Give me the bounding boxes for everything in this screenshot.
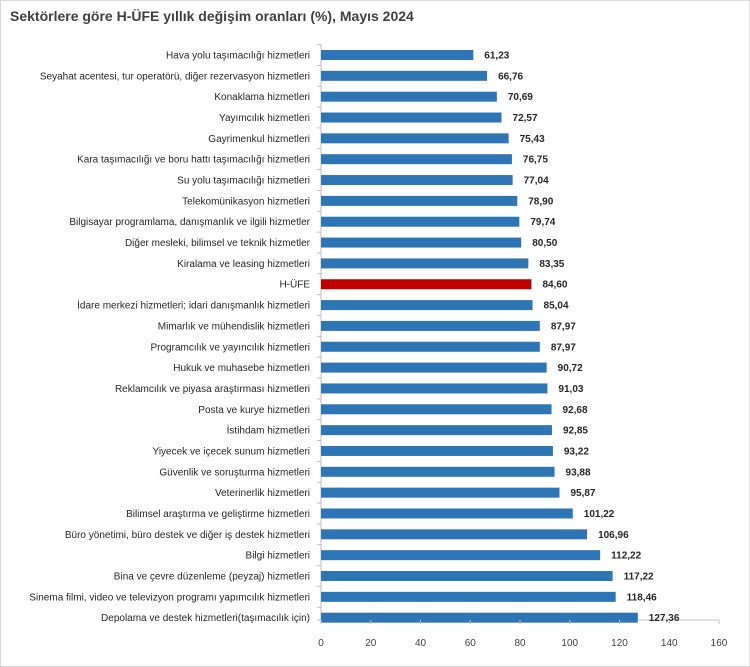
value-label: 78,90 [528, 196, 553, 207]
category-label: Veterinerlik hizmetleri [215, 488, 310, 499]
category-label: Diğer mesleki, bilimsel ve teknik hizmet… [125, 238, 311, 249]
category-label: Hukuk ve muhasebe hizmetleri [173, 363, 310, 374]
value-label: 66,76 [498, 71, 523, 82]
bar [321, 383, 548, 394]
category-label: Yayımcılık hizmetleri [219, 113, 310, 124]
value-label: 93,22 [564, 446, 589, 457]
bar [321, 320, 540, 331]
category-label: Su yolu taşımacılığı hizmetleri [177, 176, 310, 187]
value-label: 77,04 [524, 176, 549, 187]
value-label: 90,72 [558, 363, 583, 374]
bar [321, 195, 518, 206]
bar [321, 258, 529, 269]
x-tick-label: 60 [465, 638, 477, 649]
category-label: Bilgi hizmetleri [246, 551, 310, 562]
bar [321, 466, 555, 477]
value-label: 106,96 [598, 530, 629, 541]
category-label: Büro yönetimi, büro destek ve diğer iş d… [65, 530, 310, 541]
chart-title: Sektörlere göre H-ÜFE yıllık değişim ora… [10, 8, 414, 24]
x-tick-label: 80 [514, 638, 526, 649]
category-label: İstihdam hizmetleri [227, 424, 310, 437]
value-label: 92,85 [563, 426, 588, 437]
value-label: 91,03 [558, 384, 583, 395]
value-label: 85,04 [544, 301, 569, 312]
bar [321, 300, 533, 311]
value-label: 101,22 [584, 509, 615, 520]
value-label: 70,69 [508, 92, 533, 103]
category-label: Konaklama hizmetleri [214, 92, 310, 103]
bar [321, 404, 552, 415]
bar-highlight [321, 279, 532, 290]
value-label: 87,97 [551, 321, 576, 332]
bar [321, 70, 488, 81]
value-label: 83,35 [539, 259, 564, 270]
value-label: 87,97 [551, 342, 576, 353]
category-label: İdare merkezi hizmetleri; idari danışman… [77, 299, 310, 312]
category-label: Gayrimenkul hizmetleri [208, 134, 310, 145]
x-tick-label: 0 [318, 638, 324, 649]
category-label: Mimarlık ve mühendislik hizmetleri [158, 321, 310, 332]
value-label: 127,36 [649, 613, 680, 624]
bar [321, 175, 513, 186]
x-tick-label: 20 [365, 638, 377, 649]
bar [321, 550, 601, 561]
value-label: 75,43 [520, 134, 545, 145]
bar [321, 237, 522, 248]
bar [321, 133, 509, 144]
bar [321, 50, 474, 60]
value-label: 118,46 [627, 592, 657, 603]
bar [321, 508, 573, 519]
category-label: Depolama ve destek hizmetleri(taşımacılı… [101, 613, 310, 624]
value-label: 92,68 [563, 405, 588, 416]
category-label: Yiyecek ve içecek sunum hizmetleri [153, 446, 310, 457]
value-label: 72,57 [513, 113, 538, 124]
x-tick-label: 40 [415, 638, 427, 649]
bar [321, 591, 616, 602]
category-label: Reklamcılık ve piyasa araştırması hizmet… [115, 384, 310, 395]
category-label: Telekomünikasyon hizmetleri [182, 196, 310, 207]
bar [321, 425, 552, 436]
value-label: 95,87 [570, 488, 595, 499]
bar [321, 112, 502, 123]
bar [321, 487, 560, 498]
bar [321, 529, 588, 540]
bar [321, 445, 553, 456]
bar [321, 362, 547, 373]
x-tick-label: 140 [661, 638, 678, 649]
value-label: 61,23 [484, 51, 509, 62]
category-label: Kiralama ve leasing hizmetleri [177, 259, 310, 270]
bar [321, 341, 540, 352]
category-label: Hava yolu taşımacılığı hizmetleri [166, 51, 310, 62]
value-label: 84,60 [542, 280, 567, 291]
x-tick-label: 160 [711, 638, 728, 649]
value-label: 79,74 [530, 217, 555, 228]
bar [321, 91, 497, 102]
category-label: Programcılık ve yayıncılık hizmetleri [151, 342, 311, 353]
category-label: Posta ve kurye hizmetleri [198, 405, 310, 416]
value-label: 93,88 [566, 467, 591, 478]
bar [321, 571, 613, 581]
category-label: H-ÜFE [279, 279, 310, 291]
category-label: Sinema filmi, video ve televizyon progra… [29, 592, 310, 603]
category-label: Kara taşımacılığı ve boru hattı taşımacı… [77, 155, 310, 166]
category-label: Bilimsel araştırma ve geliştirme hizmetl… [126, 509, 310, 520]
x-tick-label: 120 [611, 638, 628, 649]
bar [321, 216, 520, 227]
value-label: 80,50 [532, 238, 557, 249]
value-label: 76,75 [523, 155, 548, 166]
bar [321, 154, 512, 165]
value-label: 117,22 [624, 572, 654, 583]
bar [321, 612, 638, 623]
category-label: Bilgisayar programlama, danışmanlık ve i… [69, 217, 310, 228]
category-label: Seyahat acentesi, tur operatörü, diğer r… [40, 71, 310, 82]
value-label: 112,22 [611, 551, 641, 562]
x-tick-label: 100 [561, 638, 578, 649]
category-label: Güvenlik ve soruşturma hizmetleri [159, 467, 310, 478]
category-label: Bina ve çevre düzenleme (peyzaj) hizmetl… [114, 572, 310, 583]
